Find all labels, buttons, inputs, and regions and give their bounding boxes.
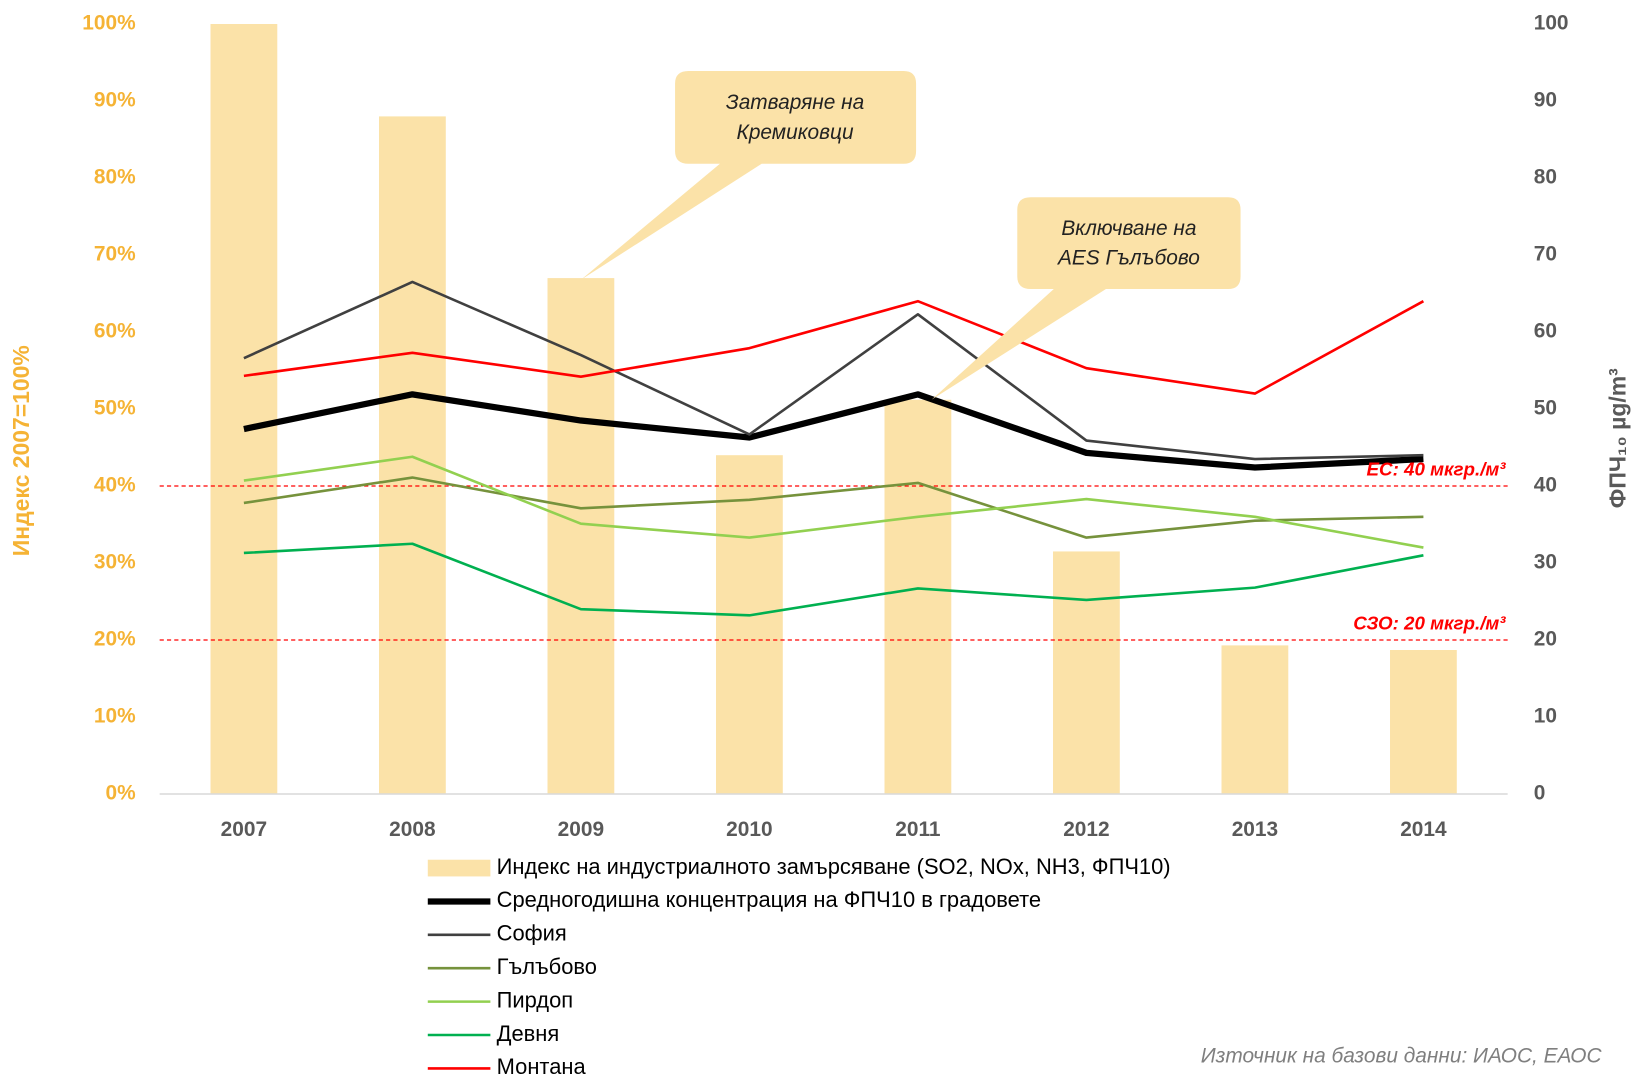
bar [210,23,278,794]
callout-shape [581,70,917,280]
legend-swatch [427,859,491,877]
line-series [243,542,1424,617]
x-tick-label: 2014 [1400,818,1447,841]
y2-tick-label: 30 [1534,551,1557,574]
bar [716,455,783,794]
line-series [243,455,1424,549]
bar [379,116,446,794]
x-tick-label: 2012 [1063,818,1109,841]
callout: Включване на AES Гълъбово [931,197,1241,400]
y-tick-label: 100% [82,12,135,35]
y2-axis-title: ФПЧ₁₀ µg/m³ [1604,368,1630,508]
y2-tick-label: 80 [1534,166,1557,189]
line-series [243,299,1425,395]
legend-label: Монтана [497,1054,587,1079]
reference-label: ЕС: 40 мкгр./м³ [1367,458,1507,479]
legend-label: Индекс на индустриалното замърсяване (SO… [497,854,1171,879]
y-tick-label: 60% [94,320,136,343]
y-tick-label: 90% [94,89,136,112]
y2-tick-label: 70 [1534,243,1557,266]
x-tick-label: 2010 [726,818,772,841]
y-tick-label: 70% [94,243,136,266]
y2-tick-label: 10 [1534,705,1557,728]
y-tick-label: 80% [94,166,136,189]
bar [1053,551,1120,794]
callout-text: Включване на [1061,217,1196,240]
bar [1221,645,1289,794]
x-tick-label: 2007 [221,818,267,841]
y2-tick-label: 40 [1534,474,1557,497]
y-tick-label: 50% [94,397,136,420]
bar [1390,650,1457,794]
callout-shape [931,197,1241,400]
x-tick-label: 2011 [895,818,941,841]
line-series [243,391,1424,471]
y-tick-label: 40% [94,474,136,497]
y2-tick-label: 50 [1534,397,1557,420]
legend-label: Пирдоп [497,987,574,1012]
y-tick-label: 30% [94,551,136,574]
callout: Затваряне на Кремиковци [581,70,917,280]
legend-label: Девня [497,1021,560,1046]
y2-tick-label: 20 [1534,628,1557,651]
reference-label: СЗО: 20 мкгр./м³ [1353,612,1506,633]
y-tick-label: 10% [94,705,136,728]
y-axis-title: Индекс 2007=100% [8,345,34,556]
bar [884,399,952,794]
bar [547,278,615,794]
x-tick-label: 2009 [558,818,604,841]
callout-text: AES Гълъбово [1056,246,1200,269]
x-tick-label: 2008 [389,818,435,841]
legend-label: Средногодишна концентрация на ФПЧ10 в гр… [497,887,1041,912]
callout-text: Затваряне на [726,91,864,114]
legend-label: Гълъбово [497,954,597,979]
x-tick-label: 2013 [1232,818,1278,841]
y-tick-label: 0% [105,782,135,805]
callout-text: Кремиковци [737,121,854,144]
y-tick-label: 20% [94,628,136,651]
legend-label: София [497,921,567,946]
line-series [243,280,1424,461]
y2-tick-label: 0 [1534,782,1546,805]
plot-area [159,23,1508,795]
source-note: Източник на базови данни: ИАОС, ЕАОС [1201,1044,1603,1067]
y2-tick-label: 90 [1534,89,1557,112]
y2-tick-label: 100 [1534,12,1569,35]
y2-tick-label: 60 [1534,320,1557,343]
line-series [243,476,1424,539]
